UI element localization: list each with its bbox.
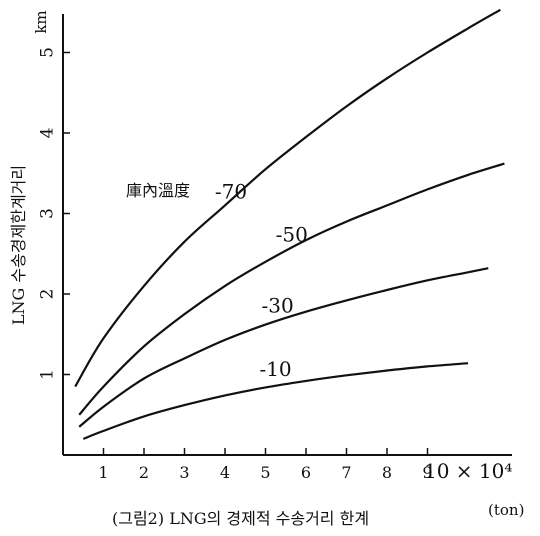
figure-caption: (그림2) LNG의 경제적 수송거리 한계 (112, 509, 369, 528)
series-labels: -70 -50 -30 -10 (215, 180, 308, 381)
y-tick-label: 3 (38, 208, 58, 219)
y-axis-title: LNG 수송경제한계거리 (9, 165, 28, 325)
series-label--70: -70 (215, 180, 247, 204)
series-label--50: -50 (276, 222, 308, 246)
series-label--30: -30 (262, 294, 294, 318)
series-line--10 (82, 362, 469, 440)
series-line--30 (78, 267, 489, 428)
x-tick-label: 8 (382, 463, 392, 482)
legend-title: 庫內溫度 (126, 181, 190, 200)
x-tick-label: 6 (301, 463, 311, 482)
x-tick-label: 4 (220, 463, 230, 482)
y-tick-label: 4 (38, 128, 58, 139)
y-axis-ticks: 1 2 3 4 5 (38, 47, 70, 380)
x-tick-label: 9 (422, 463, 432, 482)
y-unit-label: km (32, 10, 50, 33)
x-axis-multiplier: 10 × 10⁴ (424, 459, 512, 483)
axes (62, 14, 512, 456)
y-tick-label: 1 (38, 369, 58, 380)
series-label--10: -10 (259, 357, 291, 381)
series-line--70 (74, 8, 501, 388)
y-tick-label: 5 (38, 47, 58, 58)
x-tick-label: 2 (139, 463, 149, 482)
x-tick-label: 7 (341, 463, 351, 482)
x-axis-ticks: 1 2 3 4 5 6 7 8 9 (98, 448, 433, 482)
x-axis-unit: (ton) (488, 501, 524, 519)
series-lines (74, 8, 505, 440)
y-tick-label: 2 (38, 289, 58, 300)
x-tick-label: 5 (260, 463, 270, 482)
series-line--50 (78, 162, 505, 416)
x-tick-label: 3 (179, 463, 189, 482)
x-tick-label: 1 (98, 463, 108, 482)
